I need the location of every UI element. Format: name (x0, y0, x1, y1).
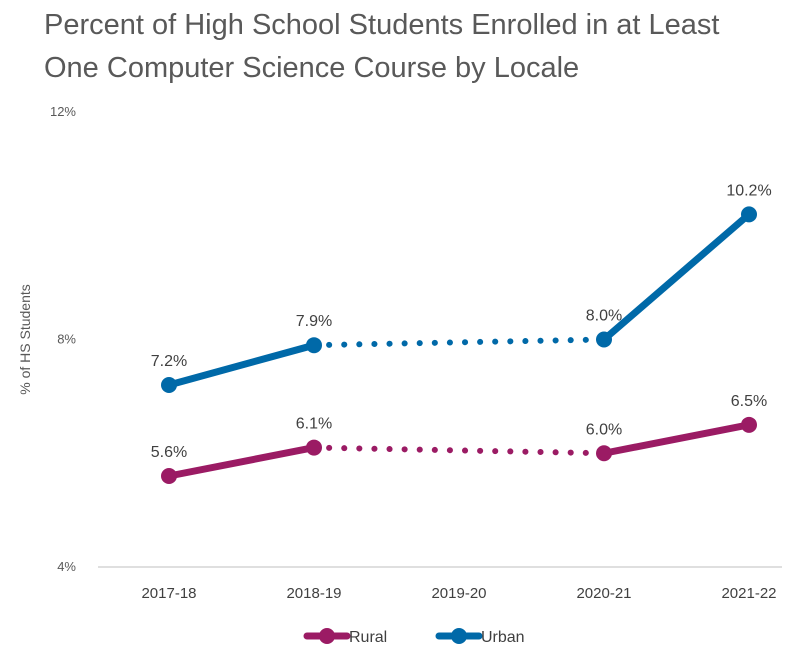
data-point (306, 439, 322, 456)
chart-title: Percent of High School Students Enrolled… (44, 9, 720, 84)
series-line (165, 341, 318, 389)
data-point (741, 416, 757, 433)
y-axis-label: % of HS Students (17, 284, 33, 395)
y-tick-label: 4% (57, 559, 76, 574)
data-label: 10.2% (726, 182, 771, 199)
x-tick-label: 2021-22 (721, 585, 776, 602)
data-point (306, 337, 322, 354)
legend-marker (319, 628, 335, 644)
series-gap-line (311, 444, 607, 457)
data-label: 7.9% (296, 313, 332, 330)
data-point (741, 206, 757, 223)
series-line (600, 210, 753, 343)
data-point (596, 331, 612, 348)
series-line (165, 444, 318, 480)
x-tick-label: 2019-20 (431, 585, 486, 602)
y-tick-label: 8% (57, 332, 76, 347)
data-label: 5.6% (151, 444, 187, 461)
data-label: 7.2% (151, 353, 187, 370)
x-tick-label: 2017-18 (141, 585, 196, 602)
data-point (161, 468, 177, 484)
data-label: 6.0% (586, 421, 622, 438)
x-tick-label: 2018-19 (286, 585, 341, 602)
data-label: 6.5% (731, 393, 767, 410)
data-label: 8.0% (586, 308, 622, 325)
x-tick-label: 2020-21 (576, 585, 631, 602)
data-label: 6.1% (296, 416, 332, 433)
y-tick-label: 12% (50, 104, 76, 119)
data-point (596, 445, 612, 462)
legend-marker (451, 628, 467, 644)
legend-label: Rural (349, 629, 387, 646)
data-point (161, 377, 177, 393)
series-gap-line (311, 336, 607, 349)
legend-label: Urban (481, 629, 525, 646)
series-line (600, 421, 753, 457)
